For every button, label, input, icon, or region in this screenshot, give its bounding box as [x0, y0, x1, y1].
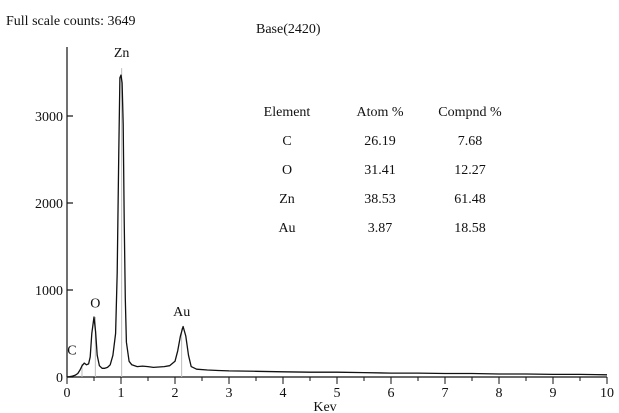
x-tick-label: 7 [442, 386, 449, 401]
x-tick-label: 9 [550, 386, 557, 401]
peak-labels: C O Zn Au [67, 46, 190, 359]
spectrum-line [66, 74, 608, 378]
table-cell: O [282, 163, 292, 178]
x-ticks: 0 1 2 3 4 5 6 7 8 9 10 [64, 377, 614, 401]
table-cell: Au [278, 221, 295, 236]
x-tick-label: 10 [600, 386, 614, 401]
x-tick-label: 8 [496, 386, 503, 401]
x-tick-label: 4 [280, 386, 287, 401]
table-cell: 26.19 [364, 134, 396, 149]
x-tick-label: 5 [334, 386, 341, 401]
table-cell: Zn [279, 192, 295, 207]
table-cell: 3.87 [368, 221, 393, 236]
peak-label-c: C [67, 343, 76, 358]
peak-label-o: O [90, 296, 100, 311]
x-tick-label: 1 [118, 386, 125, 401]
table-cell: 18.58 [454, 221, 486, 236]
table-cell: 38.53 [364, 192, 396, 207]
x-tick-label: 0 [64, 386, 71, 401]
table-header-cell: Atom % [356, 105, 403, 120]
y-tick-label: 0 [56, 371, 63, 386]
full-scale-counts: Full scale counts: 3649 [6, 14, 136, 29]
peak-label-au: Au [173, 305, 190, 320]
x-tick-label: 2 [172, 386, 179, 401]
peak-markers [81, 68, 183, 377]
base-label: Base(2420) [256, 22, 321, 37]
x-tick-label: 6 [388, 386, 395, 401]
peak-label-zn: Zn [114, 46, 130, 61]
table-cell: 31.41 [364, 163, 396, 178]
composition-table: Element Atom % Compnd % C 26.19 7.68 O 31.41 12.… [264, 105, 502, 236]
y-tick-label: 1000 [35, 284, 63, 299]
table-cell: 7.68 [458, 134, 483, 149]
y-ticks: 0 1000 2000 3000 [35, 110, 73, 386]
table-header-cell: Compnd % [438, 105, 502, 120]
y-tick-label: 3000 [35, 110, 63, 125]
table-cell: 61.48 [454, 192, 486, 207]
x-axis-label: Kev [313, 400, 336, 413]
x-tick-label: 3 [226, 386, 233, 401]
table-cell: C [282, 134, 291, 149]
table-cell: 12.27 [454, 163, 486, 178]
y-tick-label: 2000 [35, 197, 63, 212]
table-header-cell: Element [264, 105, 311, 120]
